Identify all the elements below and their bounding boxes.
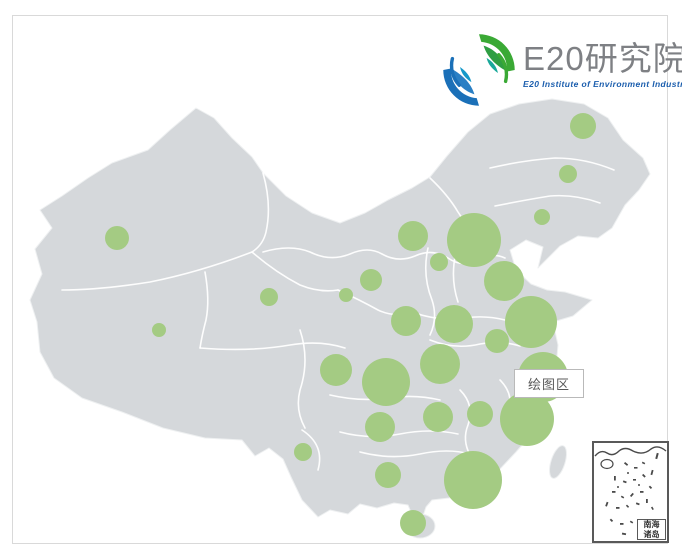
inset-island-marks	[605, 452, 659, 536]
inset-map	[594, 446, 667, 536]
bubble-point[interactable]	[375, 462, 401, 488]
bubble-point[interactable]	[570, 113, 596, 139]
bubble-point[interactable]	[365, 412, 395, 442]
inset-label-line1: 南海	[643, 520, 660, 529]
bubble-point[interactable]	[360, 269, 382, 291]
e20-logo-mark-icon	[443, 34, 515, 106]
bubble-point[interactable]	[447, 213, 501, 267]
taiwan-island	[549, 445, 567, 479]
bubble-point[interactable]	[484, 261, 524, 301]
bubble-point[interactable]	[435, 305, 473, 343]
bubble-point[interactable]	[105, 226, 129, 250]
bubble-point[interactable]	[485, 329, 509, 353]
logo-title: E20研究院	[523, 40, 682, 77]
bubble-point[interactable]	[500, 392, 554, 446]
inset-label-line2: 诸岛	[643, 529, 660, 539]
bubble-point[interactable]	[505, 296, 557, 348]
south-china-sea-inset: 南海 诸岛	[592, 441, 669, 543]
bubble-point[interactable]	[398, 221, 428, 251]
bubble-point[interactable]	[260, 288, 278, 306]
bubble-point[interactable]	[152, 323, 166, 337]
inset-label-box: 南海 诸岛	[637, 519, 666, 540]
bubble-point[interactable]	[391, 306, 421, 336]
bubble-point[interactable]	[559, 165, 577, 183]
bubble-point[interactable]	[444, 451, 502, 509]
e20-logo: E20研究院 E20 Institute of Environment Indu…	[441, 32, 682, 108]
inset-hainan	[600, 458, 614, 470]
bubble-point[interactable]	[534, 209, 550, 225]
bubble-point[interactable]	[320, 354, 352, 386]
bubble-point[interactable]	[430, 253, 448, 271]
bubble-point[interactable]	[423, 402, 453, 432]
bubble-point[interactable]	[294, 443, 312, 461]
plot-area-tooltip: 绘图区	[514, 369, 584, 398]
bubble-point[interactable]	[467, 401, 493, 427]
bubble-point[interactable]	[400, 510, 426, 536]
inset-coastline	[594, 446, 667, 457]
bubble-point[interactable]	[420, 344, 460, 384]
logo-subtitle: E20 Institute of Environment Industry	[523, 79, 682, 89]
bubble-point[interactable]	[362, 358, 410, 406]
bubble-point[interactable]	[339, 288, 353, 302]
